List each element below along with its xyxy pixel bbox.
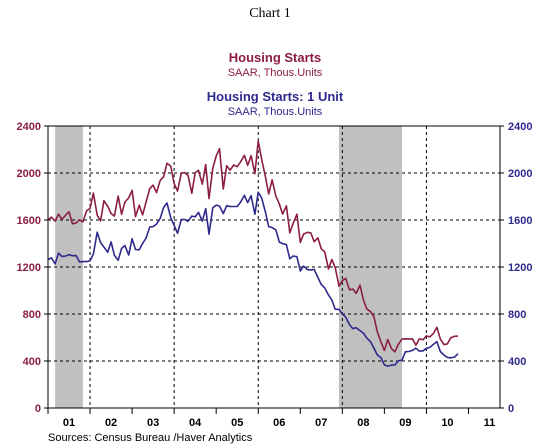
gridlines	[48, 126, 500, 408]
y-tick-label-right: 2000	[508, 168, 532, 180]
y-tick-label-right: 800	[508, 309, 526, 321]
x-tick-label-05: 05	[231, 417, 243, 429]
x-tick-label-07: 07	[315, 417, 327, 429]
y-tick-label-left: 2000	[17, 168, 41, 180]
x-tick-label-06: 06	[273, 417, 285, 429]
y-tick-label-left: 800	[23, 309, 41, 321]
series1-title: Housing Starts	[229, 50, 321, 65]
y-tick-label-left: 2400	[17, 121, 41, 133]
series-lines	[47, 140, 459, 367]
y-tick-label-right: 0	[508, 403, 514, 415]
x-tick-label-08: 08	[357, 417, 369, 429]
x-tick-label-03: 03	[147, 417, 159, 429]
y-tick-label-left: 0	[35, 403, 41, 415]
y-tick-label-right: 1600	[508, 215, 532, 227]
series1-unit: SAAR, Thous.Units	[228, 67, 323, 79]
source-note: Sources: Census Bureau /Haver Analytics	[48, 432, 253, 444]
x-tick-label-11: 11	[484, 417, 496, 429]
y-tick-label-left: 1600	[17, 215, 41, 227]
x-tick-label-10: 10	[441, 417, 453, 429]
chart-label: Chart 1	[249, 6, 291, 21]
x-tick-label-09: 09	[399, 417, 411, 429]
axes	[44, 125, 504, 414]
series-line-2	[47, 191, 459, 367]
x-tick-label-02: 02	[105, 417, 117, 429]
y-tick-label-right: 2400	[508, 121, 532, 133]
y-tick-label-left: 1200	[17, 262, 41, 274]
tick-labels: 0 0 400 400 800 800 1200 1200 1600 1600 2000 2000 24…	[17, 121, 533, 429]
x-tick-label-04: 04	[189, 417, 202, 429]
x-tick-label-01: 01	[63, 417, 75, 429]
series2-title: Housing Starts: 1 Unit	[207, 89, 344, 104]
y-tick-label-right: 400	[508, 356, 526, 368]
series2-unit: SAAR, Thous.Units	[228, 106, 323, 118]
y-tick-label-right: 1200	[508, 262, 532, 274]
y-tick-label-left: 400	[23, 356, 41, 368]
series-line-1	[47, 140, 459, 353]
